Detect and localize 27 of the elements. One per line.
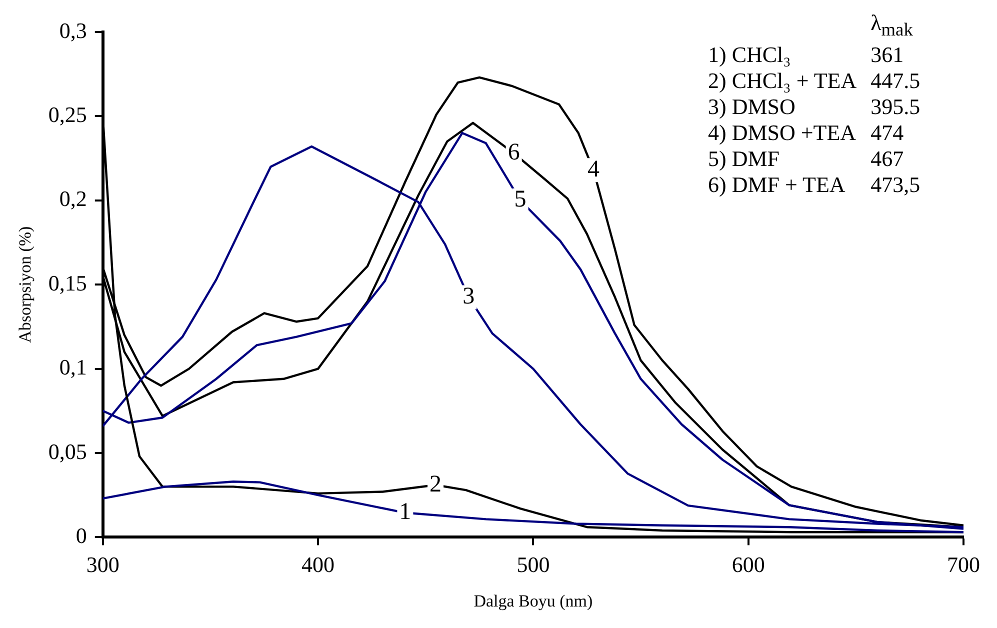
- annotation: 474: [870, 120, 905, 146]
- annotation: 3) DMSO: [708, 94, 796, 120]
- x-tick-label: 700: [947, 552, 980, 578]
- y-tick-label: 0,3: [59, 18, 87, 43]
- y-axis-title: Absorpsiyon (%): [16, 226, 35, 343]
- annotation: 467: [870, 146, 905, 172]
- y-tick-label: 0: [76, 522, 87, 548]
- annotation: 5) DMF: [708, 146, 781, 172]
- y-tick-label: 0,25: [48, 102, 87, 127]
- x-tick-label: 500: [516, 552, 550, 578]
- annotation: 361: [870, 42, 905, 68]
- annotation: 1) CHCl₃: [708, 42, 792, 68]
- y-tick-label: 0,15: [48, 270, 87, 296]
- annotation: 447.5: [870, 68, 920, 94]
- y-tick-label: 0,05: [48, 438, 87, 464]
- annotation: 2) CHCl₃ + TEA: [708, 68, 857, 94]
- x-axis-title: Dalga Boyu (nm): [474, 591, 593, 610]
- annotation: 4) DMSO +TEA: [708, 120, 857, 146]
- annotation: 395.5: [870, 94, 920, 120]
- x-tick-label: 400: [302, 552, 335, 578]
- annotation: 473,5: [870, 172, 920, 198]
- y-tick-label: 0,1: [59, 354, 87, 380]
- annotation: λ$_{mak}$: [870, 10, 914, 42]
- x-tick-label: 600: [732, 552, 765, 578]
- annotation: 6) DMF + TEA: [708, 172, 846, 198]
- y-tick-label: 0,2: [59, 186, 87, 212]
- x-tick-label: 300: [86, 552, 120, 578]
